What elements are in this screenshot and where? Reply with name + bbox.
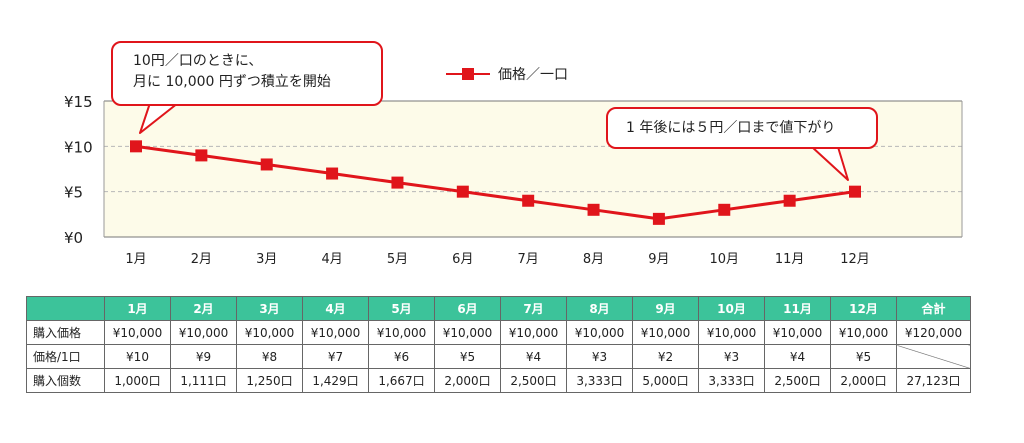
start-callout-line-1: 10円／口のときに、 [133,53,263,69]
table-cell: ¥10,000 [830,320,897,345]
table-cell-total: 27,123口 [896,368,971,393]
x-tick-label: 10月 [709,252,739,267]
table-cell: ¥4 [764,344,831,369]
x-tick-label: 9月 [648,252,669,267]
table-cell: ¥4 [500,344,567,369]
end-callout: 1 年後には５円／口まで値下がり [606,107,878,149]
chart-legend: 価格／一口 [446,64,568,84]
start-callout-line-2: 月に 10,000 円ずつ積立を開始 [133,74,331,90]
table-cell-total: ¥120,000 [896,320,971,345]
table-cell: 2,000口 [830,368,897,393]
data-point [326,167,339,180]
data-point [522,194,535,207]
data-point [195,149,208,162]
header-cell-total: 合計 [896,296,971,321]
table-cell: ¥5 [830,344,897,369]
x-tick-label: 5月 [387,252,408,267]
header-cell-month: 5月 [368,296,435,321]
table-cell: ¥3 [698,344,765,369]
end-callout-line-1: 1 年後には５円／口まで値下がり [626,120,836,136]
table-cell: ¥10,000 [302,320,369,345]
table-cell: 2,500口 [500,368,567,393]
legend-swatch [446,67,490,81]
table-cell: 1,429口 [302,368,369,393]
table-header-row: 1月 2月 3月 4月 5月 6月 7月 8月 9月 10月 11月 12月 合… [26,296,971,321]
table-cell: ¥3 [566,344,633,369]
y-tick-label: ¥5 [64,184,83,202]
header-cell-month: 7月 [500,296,567,321]
y-tick-label: ¥15 [64,93,93,111]
header-cell-month: 3月 [236,296,303,321]
table-cell: 1,250口 [236,368,303,393]
table-cell: ¥10 [104,344,171,369]
table-cell: ¥5 [434,344,501,369]
table-cell: ¥2 [632,344,699,369]
header-cell-month: 12月 [830,296,897,321]
header-cell-month: 1月 [104,296,171,321]
table-cell-empty [896,344,971,369]
x-tick-label: 4月 [321,252,342,267]
table-cell: 1,111口 [170,368,237,393]
table-cell: ¥10,000 [434,320,501,345]
header-cell-month: 8月 [566,296,633,321]
x-tick-label: 8月 [583,252,604,267]
table-cell: ¥10,000 [170,320,237,345]
table-cell: ¥7 [302,344,369,369]
x-tick-label: 6月 [452,252,473,267]
table-cell: ¥10,000 [566,320,633,345]
y-tick-label: ¥0 [64,229,83,247]
data-point [391,176,404,189]
data-point [849,185,861,198]
price-chart: ¥0 ¥5 ¥10 ¥15 1月 2月 3月 4月 5月 6月 7月 8月 9月 10月 11月 12月 価格… [64,41,963,267]
data-point [718,203,731,216]
table-cell: ¥8 [236,344,303,369]
table-cell: 1,000口 [104,368,171,393]
table-cell: ¥10,000 [632,320,699,345]
x-tick-label: 3月 [256,252,277,267]
data-point [260,158,273,171]
table-cell: ¥10,000 [236,320,303,345]
header-cell-month: 9月 [632,296,699,321]
table-row: 購入個数 1,000口 1,111口 1,250口 1,429口 1,667口 … [26,368,971,393]
table-cell: 5,000口 [632,368,699,393]
table-cell: ¥6 [368,344,435,369]
table-cell: ¥10,000 [104,320,171,345]
table-cell: ¥9 [170,344,237,369]
y-tick-label: ¥10 [64,138,93,156]
row-label-price-per-unit: 価格/1口 [26,344,105,369]
header-cell-month: 10月 [698,296,765,321]
series-line [135,144,856,221]
legend-label: 価格／一口 [498,67,568,83]
header-cell-month: 4月 [302,296,369,321]
table-cell: 2,000口 [434,368,501,393]
header-cell-blank [26,296,105,321]
start-callout: 10円／口のときに、 月に 10,000 円ずつ積立を開始 [111,41,383,106]
x-tick-label: 11月 [775,252,805,267]
table-cell: 2,500口 [764,368,831,393]
x-tick-label: 2月 [191,252,212,267]
table-cell: ¥10,000 [500,320,567,345]
table-cell: 3,333口 [698,368,765,393]
table-row: 購入価格 ¥10,000 ¥10,000 ¥10,000 ¥10,000 ¥10… [26,320,971,345]
header-cell-month: 11月 [764,296,831,321]
data-point [652,212,665,225]
table-row: 価格/1口 ¥10 ¥9 ¥8 ¥7 ¥6 ¥5 ¥4 ¥3 ¥2 ¥3 ¥4 … [26,344,971,369]
table-cell: ¥10,000 [764,320,831,345]
table-cell: ¥10,000 [368,320,435,345]
row-label-units-purchased: 購入個数 [26,368,105,393]
x-tick-label: 7月 [518,252,539,267]
header-cell-month: 6月 [434,296,501,321]
table-cell: 3,333口 [566,368,633,393]
table-cell: 1,667口 [368,368,435,393]
data-point [587,203,600,216]
x-tick-label: 1月 [125,252,146,267]
data-point [456,185,469,198]
data-point [783,194,796,207]
row-label-purchase-amount: 購入価格 [26,320,105,345]
table-cell: ¥10,000 [698,320,765,345]
header-cell-month: 2月 [170,296,237,321]
x-tick-label: 12月 [840,252,870,267]
data-point [130,140,142,153]
purchase-table: 1月 2月 3月 4月 5月 6月 7月 8月 9月 10月 11月 12月 合… [26,296,971,393]
